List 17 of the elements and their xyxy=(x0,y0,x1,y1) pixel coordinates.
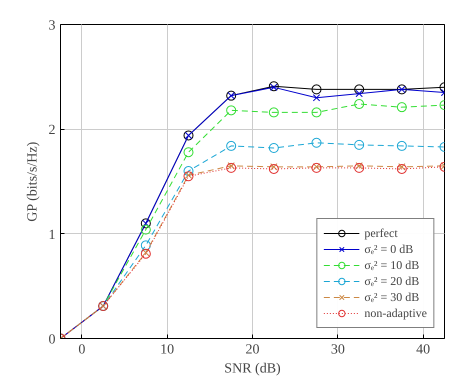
x-tick-label: 10 xyxy=(160,342,174,358)
y-axis-title: GP (bits/s/Hz) xyxy=(26,141,40,222)
x-tick-label: 30 xyxy=(330,342,345,358)
y-tick-label: 2 xyxy=(48,123,56,138)
x-tick-label: 40 xyxy=(416,342,430,358)
legend-label: σₑ² = 30 dB xyxy=(364,289,420,305)
x-tick-label: 0 xyxy=(78,342,86,358)
y-tick-label: 1 xyxy=(48,228,56,243)
x-tick-label: 20 xyxy=(246,342,260,358)
legend-label: perfect xyxy=(364,225,398,241)
legend-label: σₑ² = 10 dB xyxy=(364,257,420,273)
y-tick-label: 0 xyxy=(48,332,56,348)
legend-label: σₑ² = 20 dB xyxy=(364,273,420,289)
x-axis-title: SNR (dB) xyxy=(224,362,282,376)
legend-label: σₑ² = 0 dB xyxy=(364,241,414,257)
y-tick-label: 3 xyxy=(48,18,56,34)
legend-label: non-adaptive xyxy=(364,305,427,321)
